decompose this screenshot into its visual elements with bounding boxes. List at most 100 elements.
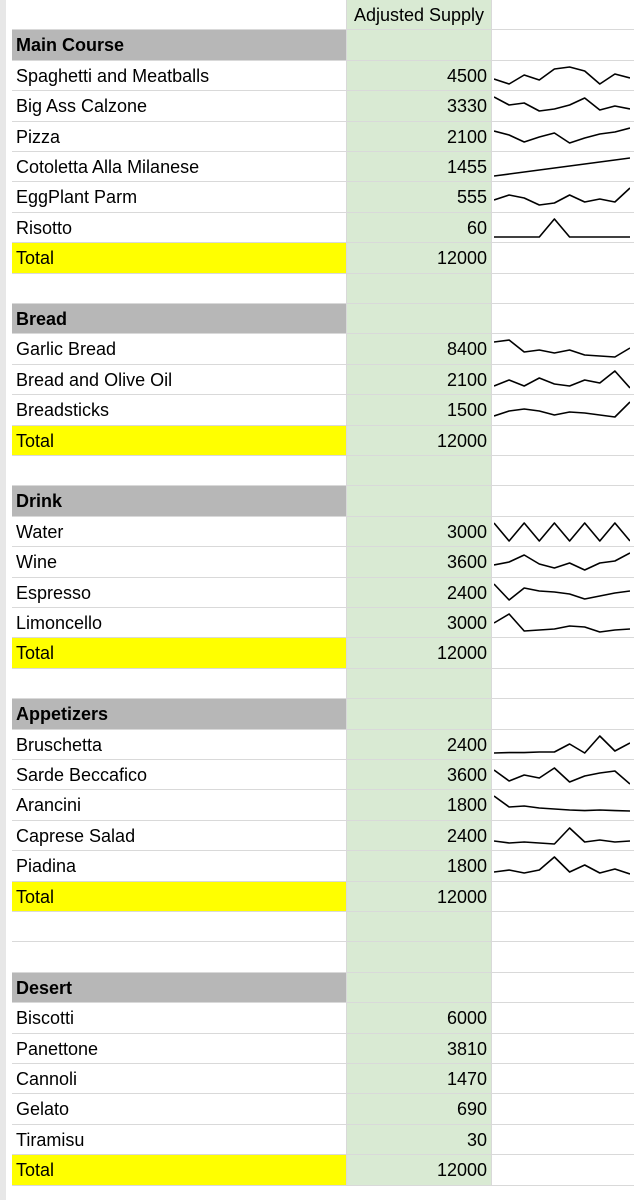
item-name-cell[interactable]: Bruschetta: [12, 729, 347, 760]
item-name-cell[interactable]: Big Ass Calzone: [12, 91, 347, 122]
sparkline-cell[interactable]: [492, 730, 634, 760]
item-name-cell[interactable]: Espresso: [12, 577, 347, 608]
total-label-cell[interactable]: Total: [12, 881, 347, 912]
adjusted-supply-cell[interactable]: 3600: [347, 547, 492, 578]
sparkline-cell[interactable]: [492, 30, 634, 61]
item-name-cell[interactable]: Panettone: [12, 1033, 347, 1064]
sparkline-cell[interactable]: [492, 517, 634, 548]
adjusted-supply-cell[interactable]: 2400: [347, 577, 492, 608]
item-name-cell[interactable]: Cotoletta Alla Milanese: [12, 152, 347, 183]
sparkline-cell[interactable]: [492, 851, 634, 882]
item-name-cell[interactable]: [12, 456, 347, 487]
item-name-cell[interactable]: Sarde Beccafico: [12, 760, 347, 791]
sparkline-cell[interactable]: [492, 122, 634, 152]
sparkline-cell[interactable]: [492, 699, 634, 730]
adjusted-supply-cell[interactable]: 690: [347, 1094, 492, 1125]
item-name-cell[interactable]: Caprese Salad: [12, 820, 347, 852]
adjusted-supply-cell[interactable]: 1800: [347, 790, 492, 821]
category-name-cell[interactable]: Main Course: [12, 30, 347, 61]
sparkline-cell[interactable]: [492, 0, 634, 31]
sparkline-cell[interactable]: [492, 669, 634, 700]
adjusted-supply-cell[interactable]: 1455: [347, 152, 492, 183]
adjusted-supply-cell[interactable]: 3000: [347, 516, 492, 548]
adjusted-supply-cell[interactable]: [347, 30, 492, 61]
sparkline-cell[interactable]: [492, 486, 634, 517]
item-name-cell[interactable]: Wine: [12, 547, 347, 578]
adjusted-supply-cell[interactable]: [347, 304, 492, 335]
adjusted-supply-cell[interactable]: [347, 942, 492, 973]
item-name-cell[interactable]: Biscotti: [12, 1003, 347, 1034]
adjusted-supply-cell[interactable]: [347, 273, 492, 304]
adjusted-supply-cell[interactable]: 1800: [347, 851, 492, 882]
sparkline-cell[interactable]: [492, 882, 634, 912]
item-name-cell[interactable]: [12, 668, 347, 700]
item-name-cell[interactable]: Tiramisu: [12, 1124, 347, 1156]
total-value-cell[interactable]: 12000: [347, 243, 492, 274]
sparkline-cell[interactable]: [492, 152, 634, 183]
sparkline-cell[interactable]: [492, 1003, 634, 1034]
item-name-cell[interactable]: Risotto: [12, 212, 347, 244]
sparkline-cell[interactable]: [492, 426, 634, 456]
sparkline-cell[interactable]: [492, 638, 634, 669]
adjusted-supply-cell[interactable]: 3810: [347, 1033, 492, 1064]
item-name-cell[interactable]: [12, 912, 347, 943]
adjusted-supply-cell[interactable]: [347, 699, 492, 730]
adjusted-supply-cell[interactable]: 3330: [347, 91, 492, 122]
sparkline-cell[interactable]: [492, 334, 634, 365]
adjusted-supply-cell[interactable]: 2400: [347, 729, 492, 760]
item-name-cell[interactable]: Breadsticks: [12, 395, 347, 426]
sparkline-cell[interactable]: [492, 547, 634, 578]
sparkline-cell[interactable]: [492, 760, 634, 791]
total-label-cell[interactable]: Total: [12, 243, 347, 274]
adjusted-supply-cell[interactable]: 2100: [347, 121, 492, 152]
adjusted-supply-cell[interactable]: 60: [347, 212, 492, 244]
sparkline-cell[interactable]: [492, 182, 634, 213]
adjusted-supply-header-cell[interactable]: Adjusted Supply: [347, 0, 492, 31]
total-value-cell[interactable]: 12000: [347, 881, 492, 912]
item-name-cell[interactable]: Arancini: [12, 790, 347, 821]
adjusted-supply-cell[interactable]: 30: [347, 1124, 492, 1156]
item-name-cell[interactable]: Gelato: [12, 1094, 347, 1125]
sparkline-cell[interactable]: [492, 456, 634, 487]
total-label-cell[interactable]: Total: [12, 638, 347, 669]
sparkline-cell[interactable]: [492, 243, 634, 274]
sparkline-cell[interactable]: [492, 1064, 634, 1095]
item-name-cell[interactable]: Limoncello: [12, 608, 347, 639]
item-name-cell[interactable]: EggPlant Parm: [12, 182, 347, 213]
item-name-cell[interactable]: Water: [12, 516, 347, 548]
sparkline-cell[interactable]: [492, 213, 634, 244]
sparkline-cell[interactable]: [492, 821, 634, 852]
total-label-cell[interactable]: Total: [12, 1155, 347, 1186]
total-value-cell[interactable]: 12000: [347, 1155, 492, 1186]
sparkline-cell[interactable]: [492, 61, 634, 92]
sparkline-cell[interactable]: [492, 274, 634, 304]
sparkline-cell[interactable]: [492, 578, 634, 608]
category-name-cell[interactable]: Desert: [12, 972, 347, 1004]
item-name-cell[interactable]: [12, 0, 347, 31]
sparkline-cell[interactable]: [492, 790, 634, 821]
item-name-cell[interactable]: Garlic Bread: [12, 334, 347, 365]
adjusted-supply-cell[interactable]: 6000: [347, 1003, 492, 1034]
adjusted-supply-cell[interactable]: 3000: [347, 608, 492, 639]
adjusted-supply-cell[interactable]: [347, 972, 492, 1004]
item-name-cell[interactable]: Bread and Olive Oil: [12, 364, 347, 396]
adjusted-supply-cell[interactable]: 1470: [347, 1064, 492, 1095]
category-name-cell[interactable]: Bread: [12, 304, 347, 335]
category-name-cell[interactable]: Appetizers: [12, 699, 347, 730]
sparkline-cell[interactable]: [492, 1125, 634, 1156]
sparkline-cell[interactable]: [492, 942, 634, 973]
adjusted-supply-cell[interactable]: [347, 912, 492, 943]
adjusted-supply-cell[interactable]: 2400: [347, 820, 492, 852]
adjusted-supply-cell[interactable]: 8400: [347, 334, 492, 365]
item-name-cell[interactable]: Cannoli: [12, 1064, 347, 1095]
adjusted-supply-cell[interactable]: 555: [347, 182, 492, 213]
adjusted-supply-cell[interactable]: 2100: [347, 364, 492, 396]
adjusted-supply-cell[interactable]: [347, 456, 492, 487]
total-value-cell[interactable]: 12000: [347, 425, 492, 456]
sparkline-cell[interactable]: [492, 304, 634, 335]
sparkline-cell[interactable]: [492, 1094, 634, 1125]
category-name-cell[interactable]: Drink: [12, 486, 347, 517]
adjusted-supply-cell[interactable]: 1500: [347, 395, 492, 426]
adjusted-supply-cell[interactable]: [347, 668, 492, 700]
